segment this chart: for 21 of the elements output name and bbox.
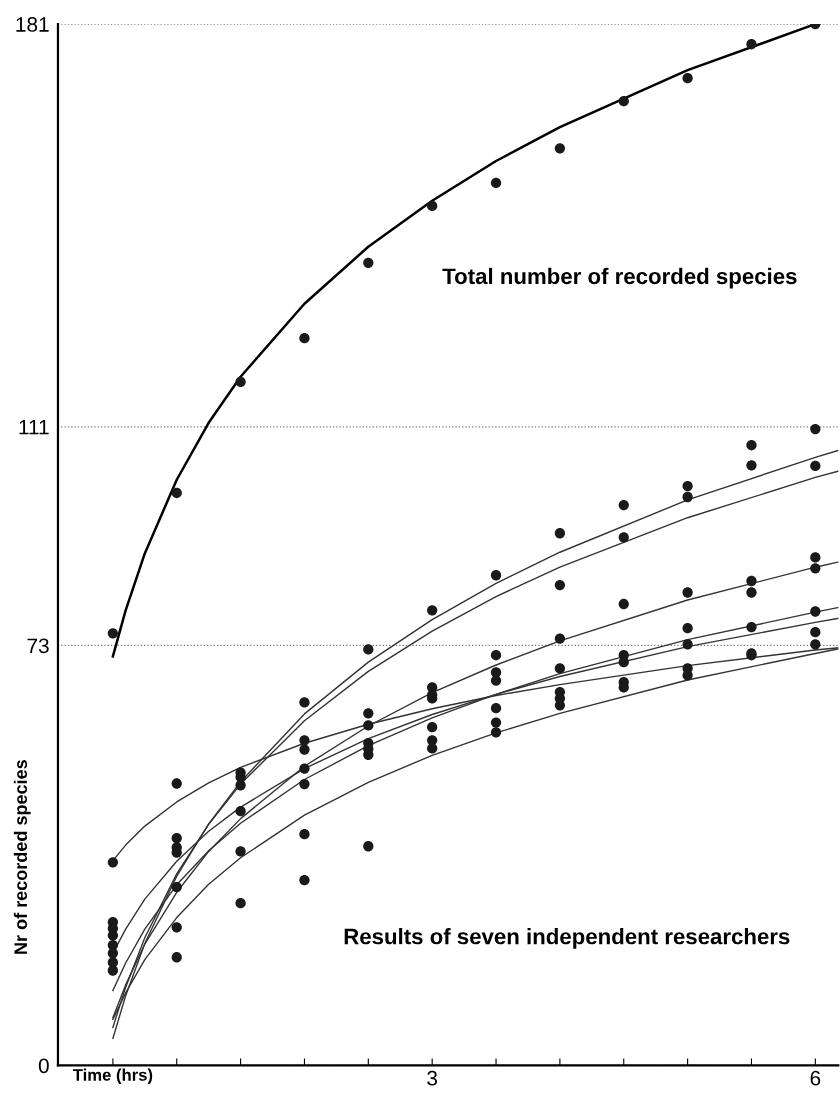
y-tick-label: 73 [27, 638, 49, 654]
point [490, 177, 502, 189]
point [363, 257, 374, 268]
point [554, 143, 566, 154]
point [427, 200, 438, 212]
point [171, 487, 182, 499]
annotation: Total number of recorded species [442, 267, 797, 289]
y-tick-label: 0 [38, 1058, 49, 1074]
point [618, 96, 629, 107]
x-axis-title: Time (hrs) [72, 1068, 153, 1085]
y-tick-label: 181 [16, 17, 49, 32]
x-tick-label: 6 [810, 1070, 821, 1086]
point [235, 376, 246, 388]
y-axis-title: Nr of recorded species [13, 760, 31, 954]
point [746, 39, 757, 50]
annotation: Results of seven independent researchers [344, 928, 790, 949]
point [682, 73, 693, 84]
y-tick-label: 111 [19, 420, 49, 435]
point [299, 333, 310, 344]
point [107, 628, 119, 639]
x-tick-label: 3 [427, 1070, 438, 1086]
